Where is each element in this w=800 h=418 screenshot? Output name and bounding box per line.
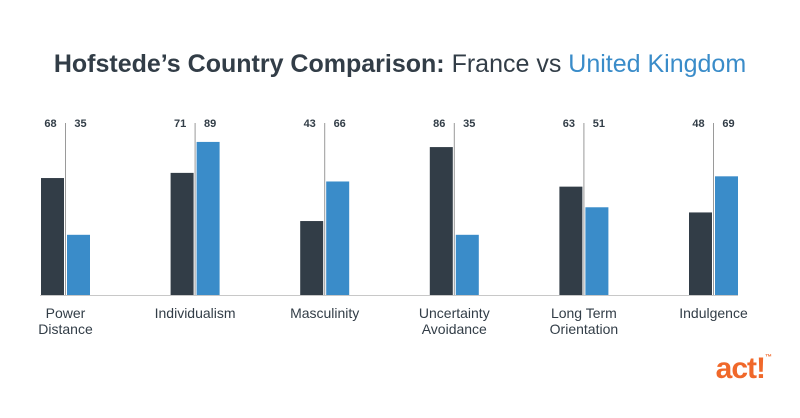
- bar-france: [429, 147, 453, 295]
- bar-france: [170, 172, 194, 295]
- category-label: Individualism: [155, 305, 236, 321]
- category-label: Avoidance: [422, 321, 487, 337]
- bar-united-kingdom: [67, 234, 90, 295]
- data-label: 68: [44, 118, 56, 130]
- chart-title: Hofstede’s Country Comparison: France vs…: [0, 50, 800, 79]
- bar-united-kingdom: [326, 181, 350, 295]
- data-label: 69: [722, 118, 734, 130]
- category-label: Long Term: [551, 305, 617, 321]
- data-label: 66: [334, 118, 346, 130]
- data-label: 71: [174, 118, 186, 130]
- category-label: Orientation: [550, 321, 618, 337]
- data-label: 43: [304, 118, 316, 130]
- category-label: Uncertainty: [419, 305, 490, 321]
- title-series-a: France: [451, 50, 530, 78]
- bar-france: [559, 186, 583, 295]
- data-label: 48: [692, 118, 704, 130]
- data-label: 35: [463, 118, 475, 130]
- category-label: Masculinity: [290, 305, 359, 321]
- act-logo: act!™: [716, 352, 772, 386]
- category-label: Power: [46, 305, 86, 321]
- data-label: 63: [563, 118, 575, 130]
- data-label: 89: [204, 118, 216, 130]
- logo-trademark: ™: [765, 354, 772, 361]
- title-series-b: United Kingdom: [568, 50, 747, 78]
- bar-france: [689, 212, 712, 295]
- bar-united-kingdom: [715, 176, 738, 295]
- bar-united-kingdom: [455, 234, 479, 295]
- bar-france: [300, 221, 324, 295]
- bar-united-kingdom: [196, 141, 220, 295]
- category-label: Indulgence: [679, 305, 748, 321]
- data-label: 35: [74, 118, 86, 130]
- data-label: 51: [593, 118, 605, 130]
- title-bold: Hofstede’s Country Comparison:: [53, 50, 445, 78]
- category-label: Distance: [38, 321, 93, 337]
- logo-text: act!: [715, 352, 766, 385]
- data-label: 86: [433, 118, 445, 130]
- bar-france: [41, 178, 64, 295]
- bar-united-kingdom: [585, 207, 609, 295]
- title-vs: vs: [536, 50, 562, 78]
